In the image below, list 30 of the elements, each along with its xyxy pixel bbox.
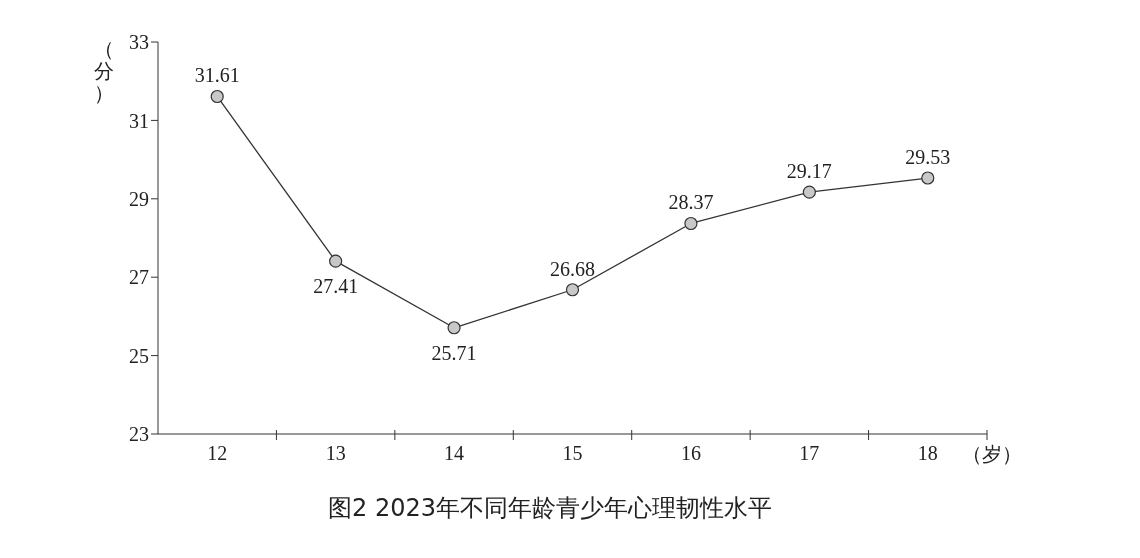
x-tick-label: 12 [207, 442, 228, 464]
x-tick-label: 17 [799, 442, 820, 464]
y-axis-title: （分） [93, 38, 115, 104]
point [921, 171, 935, 185]
x-tick-label: 15 [562, 442, 583, 464]
data-label: 25.71 [431, 341, 477, 364]
y-tick-label: 29 [129, 187, 149, 210]
x-tick-label: 18 [917, 442, 938, 464]
x-tick-label: 13 [325, 442, 346, 464]
point [210, 89, 224, 104]
point [802, 185, 816, 199]
data-label: 26.68 [550, 257, 595, 280]
data-label: 28.37 [668, 191, 714, 214]
x-tick-label: 14 [444, 442, 465, 464]
point [329, 254, 343, 268]
data-label: 27.41 [313, 275, 359, 298]
text: 图2 2023年不同年龄青少年心理韧性水平 [327, 493, 773, 524]
y-tick-label: 33 [129, 31, 149, 54]
y-tick-label: 27 [129, 266, 149, 289]
point [565, 283, 580, 297]
data-label: 29.17 [786, 160, 832, 183]
x-axis-title: （岁） [962, 442, 1022, 467]
data-label: 29.53 [905, 146, 951, 169]
point [684, 216, 698, 231]
x-tick-label: 16 [680, 442, 701, 464]
y-tick-label: 31 [129, 109, 149, 132]
y-tick-label: 25 [129, 344, 149, 367]
point [447, 321, 461, 335]
data-label: 31.61 [194, 64, 240, 87]
y-tick-label: 23 [129, 423, 149, 446]
